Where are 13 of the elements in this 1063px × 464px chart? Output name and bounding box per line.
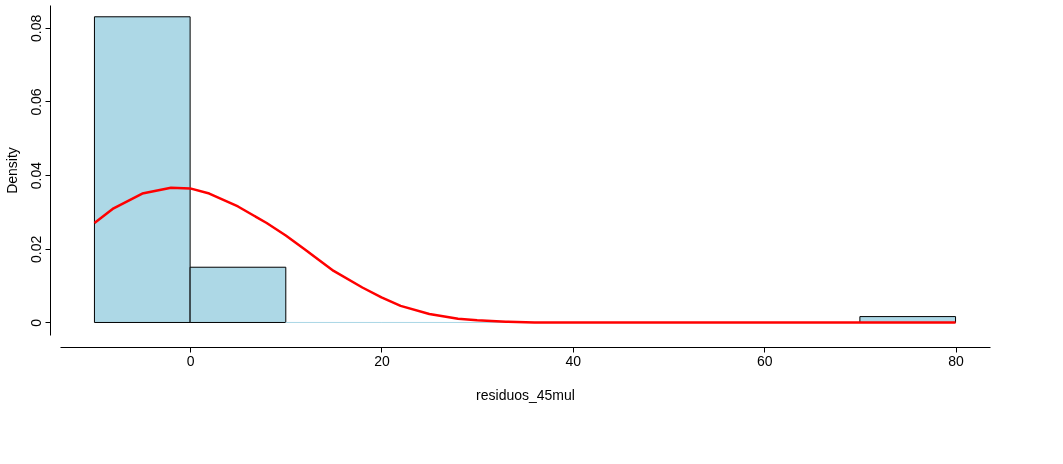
y-tick-label: 0.08	[27, 14, 44, 42]
x-tick-label: 60	[756, 352, 773, 369]
x-tick-label: 80	[948, 352, 965, 369]
y-tick-label: 0.02	[27, 235, 44, 263]
x-axis-title: residuos_45mul	[476, 386, 575, 403]
y-tick-label: 0.06	[27, 88, 44, 116]
y-axis-title: Density	[3, 147, 20, 194]
y-tick-label: 0.04	[27, 161, 44, 190]
y-tick-label: 0	[27, 318, 44, 327]
line-series	[93, 186, 957, 324]
x-tick-label: 0	[186, 352, 195, 369]
x-tick-label: 40	[565, 352, 582, 369]
x-tick-label: 20	[374, 352, 390, 369]
